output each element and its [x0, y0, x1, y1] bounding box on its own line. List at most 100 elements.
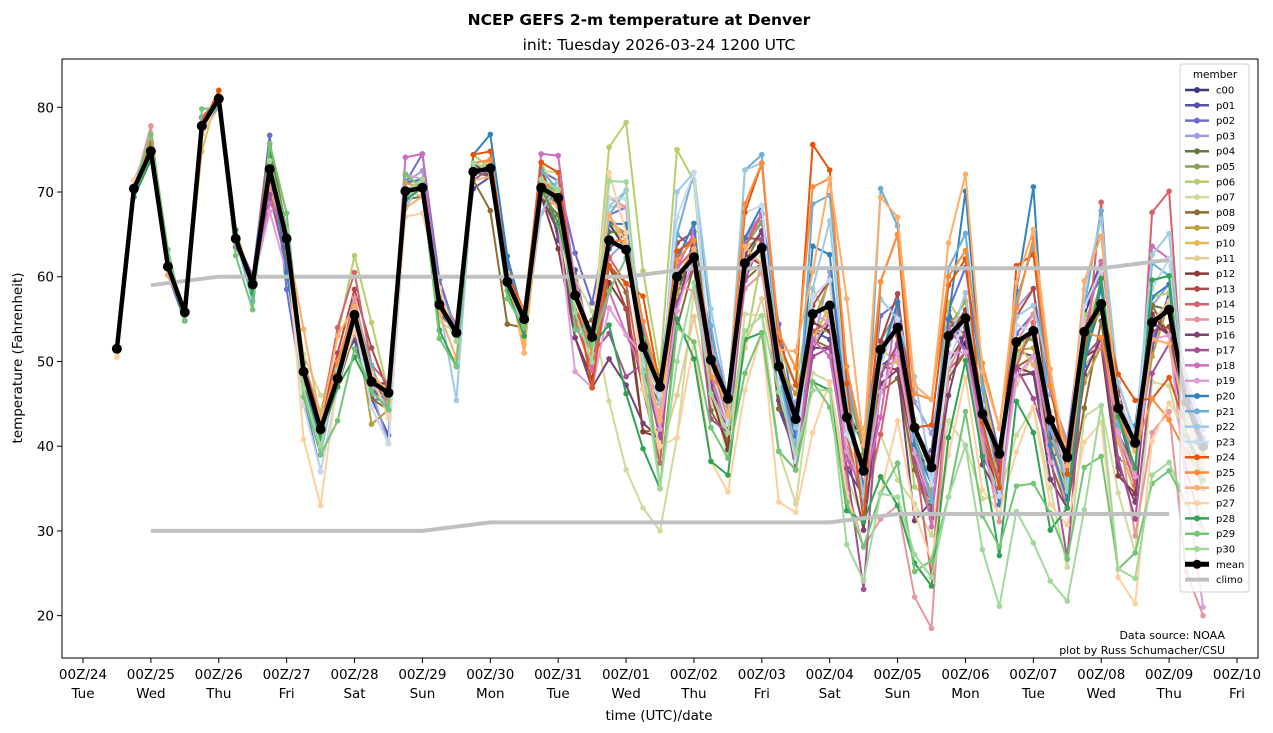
point-p27	[1081, 439, 1088, 445]
x-tick-weekday: Thu	[205, 686, 231, 702]
point-p26	[928, 396, 935, 403]
mean-point	[366, 376, 377, 387]
point-p29	[521, 324, 527, 331]
point-p30	[945, 494, 952, 500]
point-p26	[877, 194, 884, 200]
chart-title: NCEP GEFS 2-m temperature at Denver	[468, 11, 811, 29]
point-p09	[793, 390, 799, 397]
legend-item-p18: p18	[1185, 361, 1235, 372]
mean-point	[1028, 326, 1039, 336]
point-p23	[996, 493, 1003, 500]
point-p19	[1013, 373, 1020, 379]
point-p29	[1081, 464, 1088, 471]
legend-item-p28: p28	[1185, 514, 1235, 525]
point-p30	[317, 443, 324, 450]
point-p14	[657, 460, 663, 466]
point-p29	[504, 296, 511, 302]
legend-label: p02	[1216, 116, 1235, 127]
point-p26	[945, 240, 952, 246]
point-p26	[911, 382, 918, 389]
legend-label: climo	[1216, 575, 1243, 586]
mean-point	[264, 164, 275, 175]
point-p19	[266, 208, 273, 215]
point-p27	[1132, 601, 1138, 607]
point-p30	[742, 328, 748, 334]
mean-point	[841, 412, 852, 423]
legend-item-p16: p16	[1185, 330, 1235, 341]
point-p29	[402, 171, 409, 177]
point-p19	[674, 307, 680, 314]
point-p12	[555, 246, 561, 252]
point-p30	[572, 309, 578, 316]
point-p27	[317, 502, 324, 509]
mean-point	[604, 235, 615, 246]
point-p26	[793, 348, 799, 355]
point-p29	[708, 424, 714, 431]
point-p25	[759, 160, 765, 166]
credit-line-author: plot by Russ Schumacher/CSU	[1059, 644, 1225, 657]
mean-point	[298, 366, 309, 377]
point-p28	[1166, 273, 1172, 279]
mean-point	[790, 414, 801, 425]
legend-item-p01: p01	[1185, 101, 1235, 112]
legend-marker	[1194, 163, 1200, 170]
point-p17	[759, 236, 765, 243]
legend: member c00 p01 p02 p03 p04 p05 p06 p07 p08 p09 p10…	[1179, 63, 1250, 593]
x-tick-weekday: Mon	[951, 686, 979, 702]
point-p29	[1013, 483, 1020, 489]
point-p27	[657, 443, 663, 450]
point-p29	[572, 326, 578, 333]
legend-marker	[1194, 148, 1200, 155]
credit-line-source: Data source: NOAA	[1119, 629, 1225, 642]
point-p15	[351, 295, 358, 301]
point-p18	[1149, 243, 1155, 249]
point-p30	[708, 390, 714, 397]
y-tick-label: 70	[37, 185, 54, 201]
point-p24	[793, 382, 799, 389]
point-p21	[962, 230, 969, 237]
mean-point	[162, 261, 173, 272]
point-p11	[674, 392, 680, 399]
legend-label: p26	[1216, 483, 1235, 494]
x-tick-label: 00Z/03	[738, 667, 786, 683]
legend-label: p03	[1216, 131, 1235, 142]
mean-point	[943, 331, 954, 341]
x-tick-label: 00Z/28	[330, 667, 378, 683]
point-p30	[674, 358, 680, 365]
y-tick-label: 80	[37, 100, 54, 116]
legend-item-p04: p04	[1185, 147, 1235, 158]
point-p24	[216, 87, 222, 94]
point-p30	[793, 450, 799, 456]
point-p16	[1030, 370, 1037, 377]
point-p23	[317, 468, 324, 475]
x-tick-label: 00Z/30	[466, 667, 514, 683]
point-p27	[979, 487, 986, 494]
legend-label: c00	[1216, 86, 1234, 97]
point-p30	[300, 385, 307, 392]
point-p23	[843, 431, 850, 438]
mean-line	[111, 93, 1209, 476]
point-p11	[759, 296, 765, 302]
legend-marker	[1194, 178, 1200, 185]
legend-marker	[1194, 454, 1200, 461]
point-p07	[657, 528, 663, 534]
point-p30	[1115, 566, 1121, 572]
x-tick-weekday: Tue	[546, 686, 570, 702]
point-p28	[725, 472, 731, 478]
legend-marker	[1194, 347, 1200, 354]
point-p29	[368, 387, 375, 394]
legend-marker	[1194, 285, 1200, 292]
mean-point	[1147, 317, 1158, 328]
point-p28	[1098, 275, 1104, 282]
legend-marker	[1194, 102, 1200, 109]
point-p25	[1149, 395, 1155, 402]
legend-item-p25: p25	[1185, 468, 1235, 479]
legend-item-mean: mean	[1185, 559, 1244, 571]
point-p14	[334, 324, 341, 331]
point-p26	[1081, 278, 1088, 284]
point-p02	[572, 250, 578, 256]
point-p19	[1132, 473, 1138, 480]
x-tick-label: 00Z/04	[806, 667, 854, 683]
climo-low-line	[150, 512, 1170, 533]
point-p19	[572, 368, 578, 375]
